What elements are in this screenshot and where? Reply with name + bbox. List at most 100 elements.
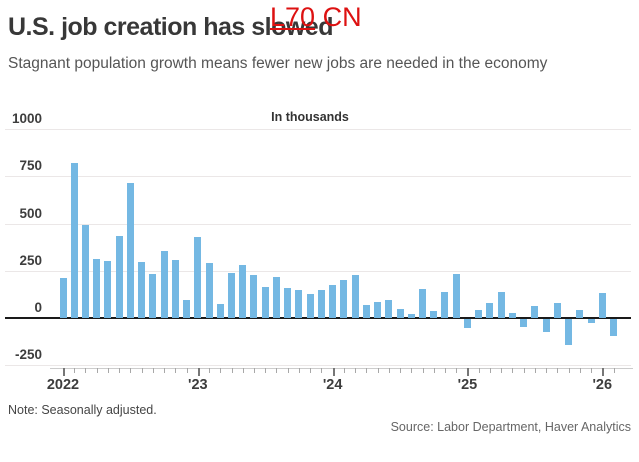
x-tick-minor	[534, 368, 536, 373]
x-tick-minor	[400, 368, 402, 373]
red-overlay-text: L70 CN	[270, 2, 362, 33]
x-tick-minor	[265, 368, 267, 373]
bar	[272, 277, 280, 318]
bar	[329, 284, 337, 318]
x-tick-minor	[568, 368, 570, 373]
x-tick-major	[602, 368, 605, 376]
bar	[239, 265, 247, 318]
bar	[610, 319, 617, 336]
x-tick-minor	[512, 368, 514, 373]
bar	[250, 275, 258, 318]
bar	[598, 293, 606, 318]
gridline	[5, 270, 631, 272]
x-tick-minor	[444, 368, 446, 373]
bar	[317, 289, 325, 318]
bar	[475, 310, 483, 318]
x-tick-minor	[433, 368, 435, 373]
bar	[228, 272, 236, 318]
gridline	[5, 176, 631, 178]
x-tick-minor	[253, 368, 255, 373]
x-tick-minor	[456, 368, 458, 373]
x-tick-minor	[343, 368, 345, 373]
x-tick-minor	[152, 368, 154, 373]
bar	[374, 301, 382, 318]
x-tick-minor	[141, 368, 143, 373]
x-tick-minor	[478, 368, 480, 373]
bar	[306, 294, 314, 318]
bar	[587, 319, 595, 323]
bar	[430, 311, 438, 318]
bar	[149, 273, 157, 318]
x-axis-year-label: '23	[188, 377, 208, 393]
bar	[115, 235, 123, 318]
x-tick-minor	[377, 368, 379, 373]
x-tick-minor	[164, 368, 166, 373]
x-tick-minor	[557, 368, 559, 373]
footnote: Note: Seasonally adjusted.	[8, 403, 157, 417]
bar	[160, 250, 168, 318]
bar	[138, 262, 146, 318]
x-tick-minor	[591, 368, 593, 373]
bar	[183, 300, 191, 318]
gridline	[5, 223, 631, 225]
x-tick-minor	[298, 368, 300, 373]
x-tick-minor	[501, 368, 503, 373]
bar	[126, 182, 134, 318]
x-tick-major	[63, 368, 65, 376]
x-tick-minor	[276, 368, 278, 373]
x-tick-minor	[209, 368, 211, 373]
y-axis-label: 750	[19, 158, 42, 174]
red-overlay-underlined: L70	[270, 2, 316, 32]
bar	[508, 313, 516, 318]
x-tick-minor	[231, 368, 233, 373]
x-tick-minor	[523, 368, 525, 373]
source-line: Source: Labor Department, Haver Analytic…	[390, 420, 631, 434]
x-axis-year-label: 2022	[46, 377, 80, 393]
x-axis-year-label: '24	[322, 377, 343, 393]
x-tick-minor	[579, 368, 581, 373]
x-axis-year-label: '25	[457, 377, 478, 393]
x-tick-minor	[119, 368, 121, 373]
bar	[419, 288, 427, 318]
bar	[452, 273, 460, 318]
bar	[486, 302, 494, 318]
unit-label: In thousands	[271, 110, 349, 124]
gridline	[5, 365, 631, 367]
bar	[70, 163, 78, 318]
bar	[531, 305, 539, 318]
y-axis-label: 0	[34, 300, 42, 315]
x-axis-line	[50, 368, 633, 369]
x-tick-minor	[175, 368, 177, 373]
bar	[261, 286, 269, 318]
bar	[542, 319, 550, 333]
bar	[565, 319, 573, 345]
gridline	[5, 129, 631, 130]
bar	[463, 319, 471, 329]
chart-title: U.S. job creation has slowed	[8, 13, 333, 41]
y-axis-label: 250	[19, 252, 42, 268]
x-tick-minor	[85, 368, 87, 373]
x-axis-year-label: '26	[592, 377, 613, 393]
y-axis-label: 500	[19, 205, 42, 221]
bar	[295, 289, 303, 318]
bar	[59, 278, 67, 318]
bar	[351, 275, 359, 318]
x-tick-minor	[422, 368, 424, 373]
bar	[216, 303, 224, 318]
x-tick-minor	[220, 368, 222, 373]
bar	[340, 280, 348, 318]
red-overlay-rest: CN	[315, 2, 362, 32]
x-tick-minor	[366, 368, 368, 373]
bar	[497, 292, 505, 318]
bar	[576, 310, 584, 318]
bar	[171, 260, 179, 318]
bar	[396, 308, 404, 318]
x-tick-minor	[613, 368, 615, 373]
x-tick-minor	[74, 368, 76, 373]
bar	[441, 292, 449, 318]
bar	[205, 263, 213, 318]
zero-line	[5, 317, 631, 319]
x-tick-major	[467, 368, 470, 376]
bar	[362, 304, 370, 318]
